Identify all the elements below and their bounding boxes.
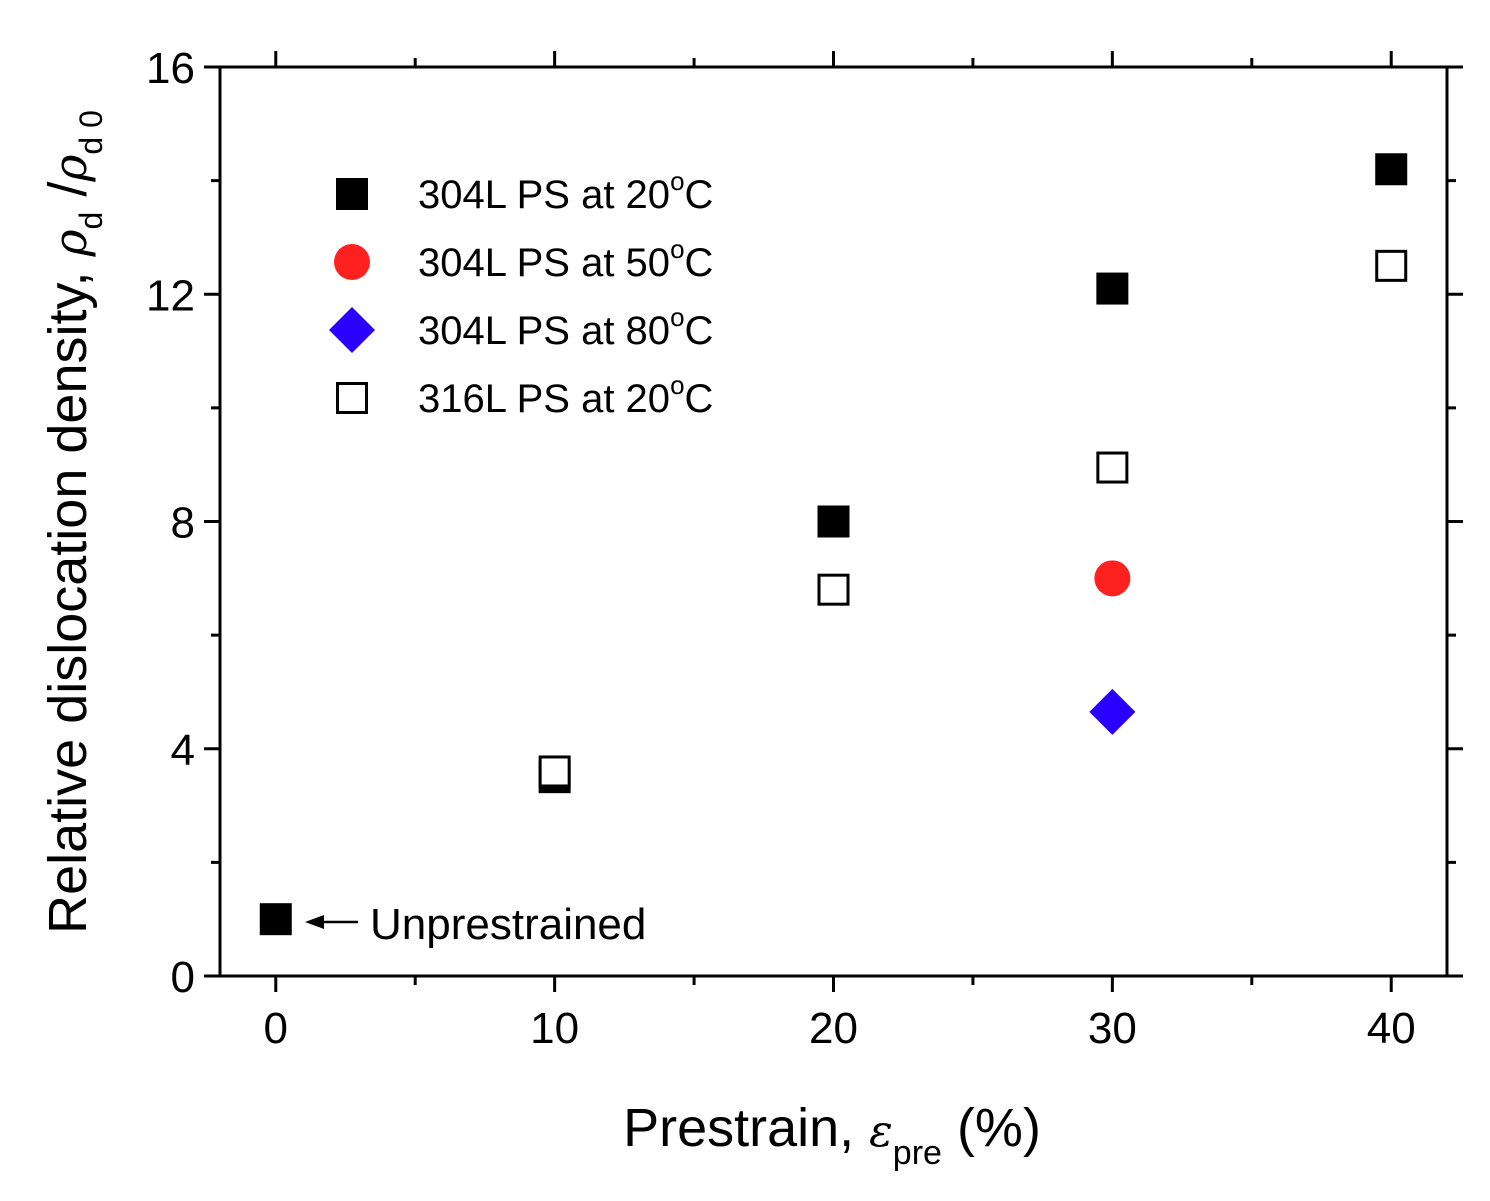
y-tick-label: 4 [171, 726, 195, 775]
legend-label-text: 316L PS at 20 [418, 377, 670, 421]
legend-degree-symbol: o [670, 370, 684, 400]
legend-label-text: 304L PS at 50 [418, 241, 670, 285]
data-point-series-1 [259, 903, 292, 936]
data-point-series-4 [1375, 249, 1408, 282]
axis-ticks [204, 51, 1463, 992]
legend-label-1: 304L PS at 20oC [418, 166, 713, 217]
legend-marker-3 [329, 307, 375, 353]
y-axis-title-sub2: d 0 [73, 110, 109, 154]
legend-marker-1 [336, 178, 368, 210]
legend-label-2: 304L PS at 50oC [418, 234, 713, 285]
annotation-label: Unprestrained [370, 900, 646, 949]
legend-marker-2 [334, 244, 370, 280]
data-points [259, 153, 1408, 936]
data-point-series-4 [817, 573, 850, 606]
y-axis-title-symbol2: ρ [43, 155, 97, 183]
x-tick-label: 0 [264, 1004, 288, 1053]
data-point-series-1 [1375, 153, 1408, 186]
y-axis-title-slash: / [38, 182, 98, 212]
unprestrained-annotation: Unprestrained [305, 900, 646, 949]
y-tick-label: 8 [171, 499, 195, 548]
legend-marker-4 [336, 382, 368, 414]
x-tick-label: 10 [530, 1004, 579, 1053]
axis-tick-labels: 0 10 20 30 40 0 4 8 12 16 [146, 44, 1416, 1053]
y-axis-title-main: Relative dislocation density, [38, 257, 98, 934]
legend-unit: C [685, 309, 714, 353]
legend-label-text: 304L PS at 80 [418, 309, 670, 353]
data-point-series-1 [817, 505, 850, 538]
x-tick-label: 40 [1367, 1004, 1416, 1053]
legend-label-3: 304L PS at 80oC [418, 302, 713, 353]
data-point-series-4 [538, 755, 571, 788]
legend-label-text: 304L PS at 20 [418, 173, 670, 217]
x-tick-label: 30 [1088, 1004, 1137, 1053]
legend-unit: C [685, 377, 714, 421]
y-tick-label: 0 [171, 953, 195, 1002]
legend-label-4: 316L PS at 20oC [418, 370, 713, 421]
y-axis-title-sub1: d [73, 212, 109, 230]
x-axis-title-symbol: ε [869, 1106, 893, 1157]
data-point-series-3 [1089, 688, 1136, 735]
legend-degree-symbol: o [670, 234, 684, 264]
legend-degree-symbol: o [670, 302, 684, 332]
y-tick-label: 12 [146, 271, 195, 320]
x-tick-label: 20 [809, 1004, 858, 1053]
x-axis-title-suffix: (%) [942, 1098, 1041, 1158]
y-axis-title: Relative dislocation density, ρd /ρd 0 [38, 110, 109, 934]
x-axis-title: Prestrain, εpre (%) [623, 1098, 1041, 1172]
annotation-arrow-head [305, 915, 324, 929]
legend-unit: C [685, 241, 714, 285]
legend-degree-symbol: o [670, 166, 684, 196]
x-axis-title-subscript: pre [893, 1134, 942, 1172]
data-point-series-2 [1094, 560, 1131, 597]
legend-unit: C [685, 173, 714, 217]
y-axis-title-symbol1: ρ [43, 229, 97, 257]
data-point-series-1 [1096, 272, 1129, 305]
x-axis-title-main: Prestrain, [623, 1098, 869, 1158]
y-tick-label: 16 [146, 44, 195, 93]
data-point-series-4 [1096, 451, 1129, 484]
